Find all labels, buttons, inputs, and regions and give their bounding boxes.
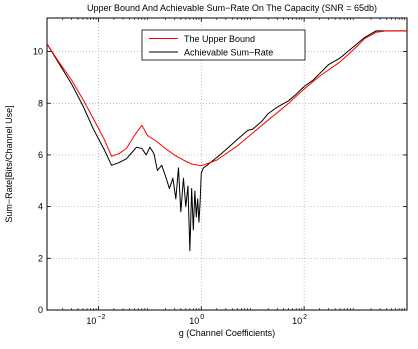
legend-label-achievable-sum-rate: Achievable Sum−Rate [184,48,273,58]
x-tick-label-exponent: 2 [303,314,307,321]
series-layer [46,30,407,252]
y-tick-label: 0 [38,305,43,315]
x-tick-label-base: 10 [86,316,96,326]
x-axis-label: g (Channel Coefficients) [179,328,275,338]
x-tick-label-base: 10 [292,316,302,326]
legend-label-upper-bound: The Upper Bound [184,34,255,44]
grid-layer [47,18,407,310]
chart-title: Upper Bound And Achievable Sum−Rate On T… [87,3,377,13]
y-tick-label: 2 [38,253,43,263]
x-tick-label: 10 −2 [86,314,105,326]
series-line-achievable-sum-rate [46,30,407,252]
y-tick-label: 6 [38,150,43,160]
x-tick-label: 10 0 [189,314,204,326]
y-axis-label: Sum−Rate[Bits/Channel Use] [4,105,14,222]
x-tick-label: 10 2 [292,314,307,326]
y-tick-label: 4 [38,202,43,212]
x-tick-label-exponent: 0 [200,314,204,321]
plot-frame [46,17,408,311]
x-tick-label-base: 10 [189,316,199,326]
series-line-upper-bound [46,30,407,167]
legend: The Upper Bound Achievable Sum−Rate [141,29,306,61]
y-tick-label: 10 [33,47,43,57]
y-tick-label: 8 [38,98,43,108]
x-tick-label-exponent: −2 [97,314,105,321]
legend-box [141,29,306,61]
